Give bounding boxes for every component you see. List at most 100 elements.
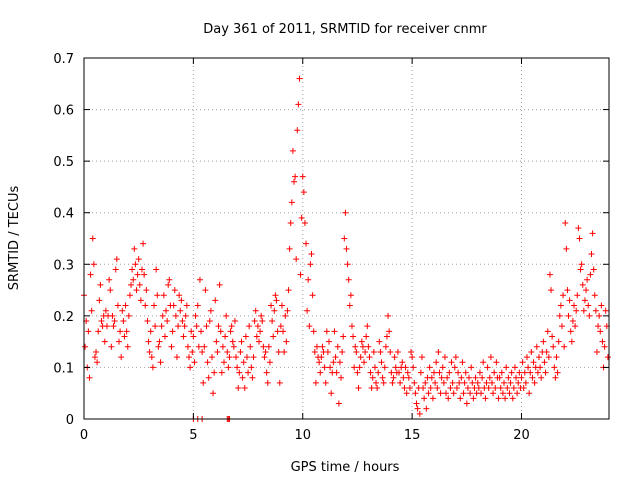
data-point <box>252 307 259 314</box>
data-point <box>346 302 353 309</box>
data-point <box>226 354 233 361</box>
data-point <box>236 369 243 376</box>
data-point <box>216 281 223 288</box>
data-point <box>345 276 352 283</box>
data-point <box>464 385 471 392</box>
x-tick-label: 15 <box>404 428 421 443</box>
data-point <box>199 348 206 355</box>
data-point <box>102 307 109 314</box>
data-point <box>509 395 516 402</box>
data-point <box>516 369 523 376</box>
data-point <box>273 297 280 304</box>
data-point <box>175 323 182 330</box>
data-point <box>452 354 459 361</box>
data-point <box>225 364 232 371</box>
data-point <box>530 359 537 366</box>
data-point <box>306 323 313 330</box>
data-point <box>373 379 380 386</box>
data-point <box>522 379 529 386</box>
data-point <box>151 302 157 309</box>
data-point <box>408 348 415 355</box>
data-point <box>240 359 247 366</box>
data-point <box>323 328 330 335</box>
data-point <box>340 333 347 340</box>
data-point <box>265 343 272 350</box>
data-point <box>222 333 229 340</box>
data-point <box>444 374 451 381</box>
data-point <box>95 328 102 335</box>
data-point <box>359 343 366 350</box>
data-point <box>253 333 260 340</box>
data-point <box>163 307 170 314</box>
data-point <box>316 359 323 366</box>
data-point <box>328 390 335 397</box>
data-point <box>132 261 139 268</box>
data-point <box>440 379 447 386</box>
data-point <box>280 328 287 335</box>
data-point <box>272 292 279 299</box>
data-point <box>122 302 129 309</box>
data-point <box>404 369 411 376</box>
data-point <box>261 354 268 361</box>
data-point <box>134 271 141 278</box>
data-point <box>533 343 540 350</box>
data-point <box>168 343 175 350</box>
data-point <box>448 359 455 366</box>
data-point <box>353 348 360 355</box>
data-point <box>194 302 201 309</box>
data-point <box>435 348 442 355</box>
data-point <box>505 374 512 381</box>
data-point <box>588 250 595 257</box>
data-point <box>229 338 236 345</box>
data-point <box>593 348 600 355</box>
data-point <box>293 256 300 263</box>
data-point <box>434 385 441 392</box>
data-point <box>155 343 162 350</box>
data-point <box>591 292 598 299</box>
data-point <box>602 307 609 314</box>
data-point <box>254 323 261 330</box>
data-point <box>247 343 254 350</box>
data-point <box>118 354 125 361</box>
data-point <box>233 354 240 361</box>
data-point <box>107 287 114 294</box>
data-point <box>179 318 186 325</box>
data-point <box>583 287 590 294</box>
data-point <box>235 385 242 392</box>
y-tick-label: 0.5 <box>53 155 74 170</box>
data-point <box>268 302 275 309</box>
data-point <box>347 292 354 299</box>
data-point <box>82 343 89 350</box>
data-point <box>496 374 503 381</box>
data-point <box>249 374 256 381</box>
data-point <box>449 379 456 386</box>
data-point <box>433 359 440 366</box>
data-point <box>425 390 432 397</box>
data-point <box>592 307 599 314</box>
data-point <box>513 374 520 381</box>
data-point <box>443 390 450 397</box>
data-point <box>110 323 117 330</box>
data-point <box>457 395 464 402</box>
data-point <box>567 328 574 335</box>
data-point <box>382 343 389 350</box>
data-point <box>541 359 548 366</box>
data-point <box>210 390 217 397</box>
data-point <box>238 338 245 345</box>
data-point <box>275 348 282 355</box>
data-point <box>595 323 602 330</box>
data-point <box>123 328 130 335</box>
y-tick-label: 0.7 <box>53 52 74 67</box>
data-point <box>537 364 544 371</box>
data-point <box>292 173 299 180</box>
data-point <box>295 101 302 108</box>
data-point <box>468 364 475 371</box>
data-point <box>518 374 525 381</box>
data-point <box>98 318 105 325</box>
data-point <box>355 385 362 392</box>
data-point <box>552 374 559 381</box>
x-axis-label: GPS time / hours <box>291 460 400 475</box>
data-point <box>301 220 308 227</box>
data-point <box>459 359 466 366</box>
